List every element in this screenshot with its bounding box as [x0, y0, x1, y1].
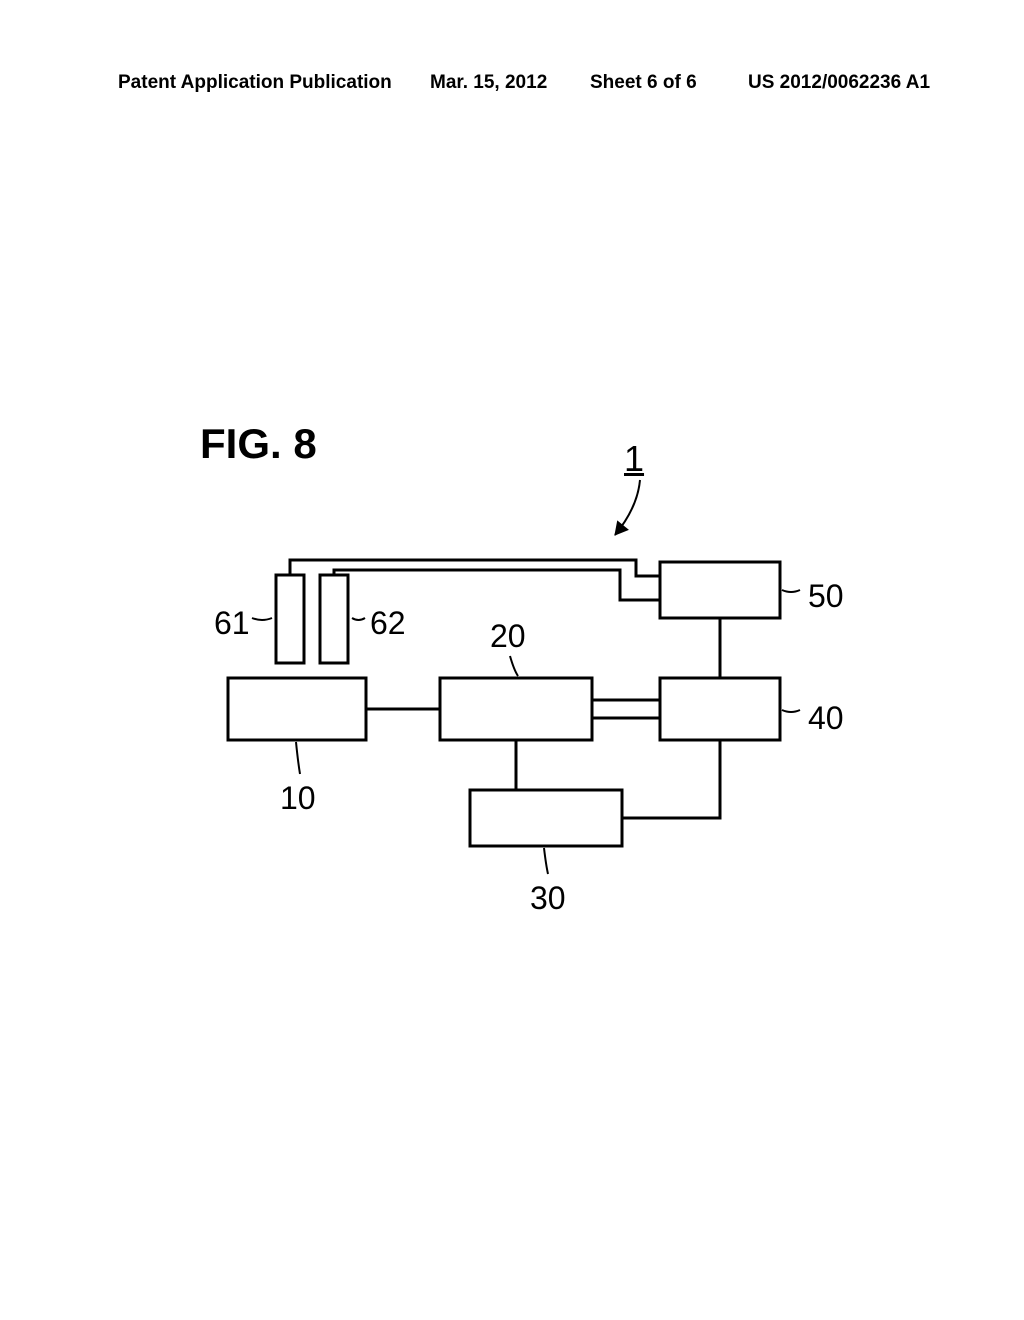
block-b30 [470, 790, 622, 846]
leader-20 [510, 656, 518, 676]
assembly-arrow [615, 480, 640, 535]
block-b50 [660, 562, 780, 618]
ref-10: 10 [280, 780, 316, 817]
assembly-arrow-head [615, 521, 628, 535]
wire-b30-b40 [622, 740, 720, 818]
ref-61: 61 [214, 605, 250, 642]
ref-40: 40 [808, 700, 844, 737]
ref-62: 62 [370, 605, 406, 642]
ref-30: 30 [530, 880, 566, 917]
block-diagram [0, 0, 1024, 1320]
leader-50 [782, 590, 800, 592]
leader-61 [252, 618, 272, 620]
block-b40 [660, 678, 780, 740]
block-b20 [440, 678, 592, 740]
block-b61 [276, 575, 304, 663]
leader-10 [296, 742, 300, 774]
ref-20: 20 [490, 618, 526, 655]
leader-40 [782, 710, 800, 712]
leader-30 [544, 848, 548, 874]
ref-50: 50 [808, 578, 844, 615]
block-b62 [320, 575, 348, 663]
patent-page: Patent Application Publication Mar. 15, … [0, 0, 1024, 1320]
block-b10 [228, 678, 366, 740]
wire-b62-b50 [334, 570, 660, 600]
leader-62 [352, 618, 365, 620]
